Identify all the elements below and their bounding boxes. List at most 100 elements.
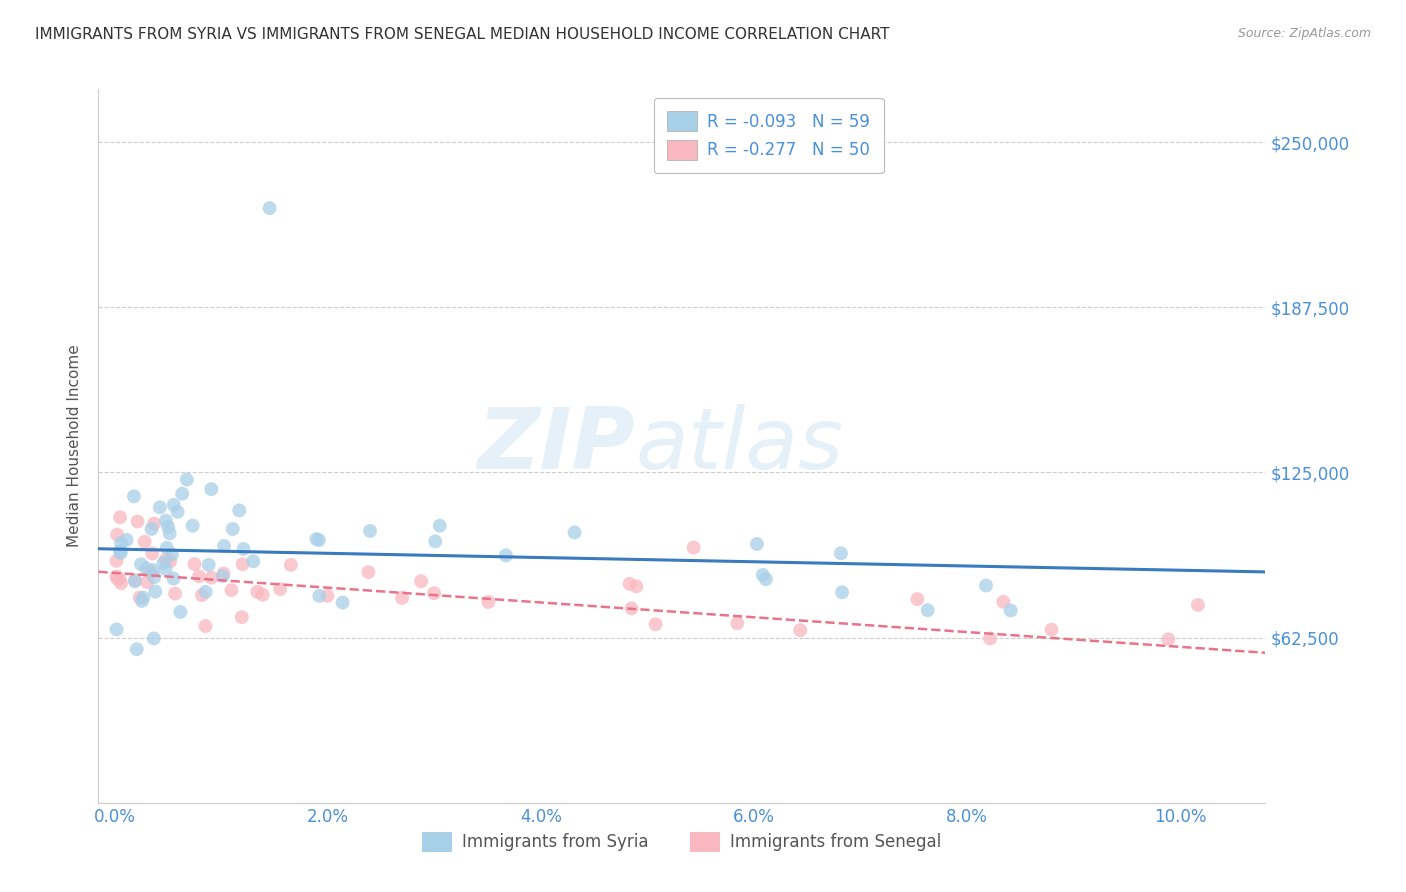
Point — [124, 574, 146, 589]
Point — [830, 546, 852, 560]
Point — [191, 588, 214, 602]
Point — [141, 522, 163, 536]
Point — [108, 572, 131, 586]
Point — [155, 514, 177, 528]
Point — [155, 562, 177, 576]
Point — [165, 586, 187, 600]
Point — [172, 487, 194, 501]
Point — [564, 525, 586, 540]
Point — [115, 533, 138, 547]
Point — [423, 586, 446, 600]
Point — [242, 554, 264, 568]
Point — [725, 616, 748, 631]
Y-axis label: Median Household Income: Median Household Income — [66, 344, 82, 548]
Point — [1000, 603, 1022, 617]
Point — [110, 546, 132, 560]
Point — [128, 591, 150, 605]
Point — [221, 583, 243, 598]
Point — [332, 595, 354, 609]
Point — [183, 557, 205, 571]
Text: IMMIGRANTS FROM SYRIA VS IMMIGRANTS FROM SENEGAL MEDIAN HOUSEHOLD INCOME CORRELA: IMMIGRANTS FROM SYRIA VS IMMIGRANTS FROM… — [35, 27, 890, 42]
Point — [252, 588, 274, 602]
Point — [108, 510, 131, 524]
Point — [411, 574, 433, 589]
Point — [110, 536, 132, 550]
Point — [308, 533, 330, 547]
Point — [129, 558, 152, 572]
Point — [194, 584, 217, 599]
Point — [222, 522, 245, 536]
Point — [269, 582, 291, 596]
Point — [905, 592, 928, 607]
Point — [149, 500, 172, 515]
Point — [477, 595, 499, 609]
Point — [917, 603, 939, 617]
Point — [246, 584, 269, 599]
Point — [232, 541, 254, 556]
Point — [1157, 632, 1180, 647]
Point — [188, 569, 211, 583]
Legend: Immigrants from Syria, Immigrants from Senegal: Immigrants from Syria, Immigrants from S… — [416, 825, 948, 859]
Point — [159, 554, 181, 568]
Point — [181, 518, 204, 533]
Point — [105, 569, 128, 583]
Point — [110, 576, 132, 591]
Point — [169, 605, 191, 619]
Point — [831, 585, 853, 599]
Point — [212, 539, 235, 553]
Point — [755, 572, 778, 586]
Point — [132, 591, 155, 605]
Point — [200, 571, 222, 585]
Point — [1187, 598, 1209, 612]
Point — [152, 556, 174, 570]
Point — [110, 544, 132, 558]
Point — [232, 558, 254, 572]
Point — [619, 577, 641, 591]
Point — [143, 584, 166, 599]
Point — [495, 549, 517, 563]
Text: atlas: atlas — [636, 404, 844, 488]
Point — [142, 632, 165, 646]
Point — [125, 642, 148, 657]
Point — [107, 572, 129, 586]
Point — [357, 565, 380, 579]
Text: ZIP: ZIP — [478, 404, 636, 488]
Point — [429, 518, 451, 533]
Point — [682, 541, 704, 555]
Point — [228, 503, 250, 517]
Point — [124, 573, 146, 587]
Point — [425, 534, 447, 549]
Point — [280, 558, 302, 572]
Point — [316, 589, 339, 603]
Text: Source: ZipAtlas.com: Source: ZipAtlas.com — [1237, 27, 1371, 40]
Point — [166, 505, 188, 519]
Point — [200, 482, 222, 496]
Point — [160, 548, 183, 562]
Point — [163, 498, 186, 512]
Point — [134, 534, 156, 549]
Point — [197, 558, 219, 572]
Point — [194, 619, 217, 633]
Point — [359, 524, 381, 538]
Point — [391, 591, 413, 605]
Point — [259, 201, 281, 215]
Point — [626, 579, 648, 593]
Point — [751, 567, 773, 582]
Point — [308, 589, 330, 603]
Point — [231, 610, 253, 624]
Point — [979, 632, 1001, 646]
Point — [131, 594, 153, 608]
Point — [156, 541, 179, 555]
Point — [157, 520, 180, 534]
Point — [1040, 623, 1063, 637]
Point — [745, 537, 768, 551]
Point — [211, 569, 233, 583]
Point — [162, 572, 184, 586]
Point — [135, 561, 157, 575]
Point — [143, 570, 166, 584]
Point — [159, 526, 181, 541]
Point — [105, 623, 128, 637]
Point — [176, 473, 198, 487]
Point — [122, 489, 145, 503]
Point — [105, 527, 128, 541]
